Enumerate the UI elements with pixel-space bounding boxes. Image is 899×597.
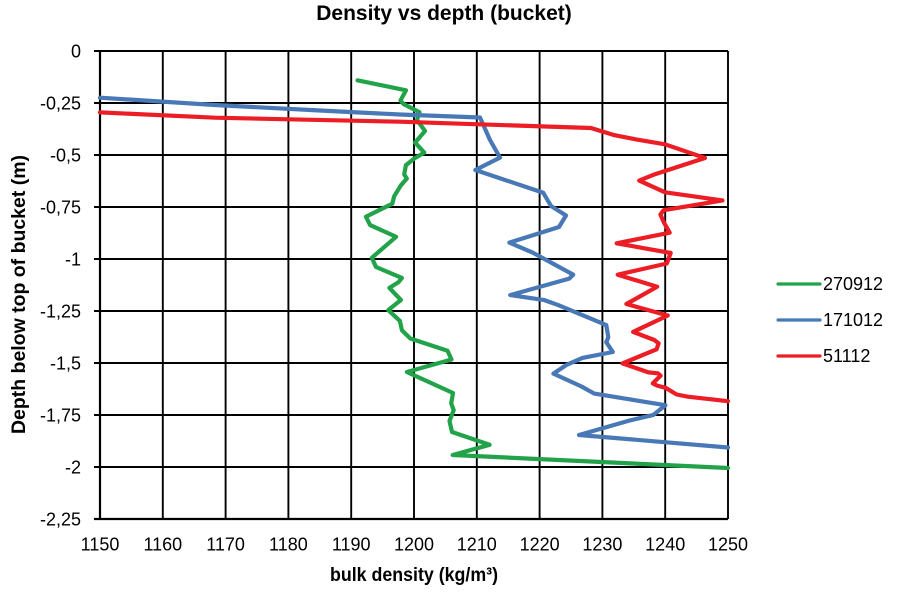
svg-text:171012: 171012 — [823, 310, 883, 330]
svg-text:-1: -1 — [65, 250, 81, 270]
svg-text:1230: 1230 — [582, 535, 622, 555]
svg-text:-2,25: -2,25 — [40, 510, 81, 530]
svg-text:bulk density (kg/m³): bulk density (kg/m³) — [330, 565, 498, 586]
svg-text:-0,25: -0,25 — [40, 94, 81, 114]
svg-text:270912: 270912 — [823, 274, 883, 294]
svg-text:1180: 1180 — [269, 535, 308, 555]
svg-text:1240: 1240 — [645, 535, 685, 555]
svg-text:-0,75: -0,75 — [40, 198, 81, 218]
svg-text:1190: 1190 — [332, 535, 371, 555]
svg-text:1150: 1150 — [81, 535, 120, 555]
svg-text:-1,25: -1,25 — [40, 302, 81, 322]
svg-text:-1,75: -1,75 — [40, 406, 81, 426]
svg-text:-2: -2 — [65, 458, 81, 478]
svg-text:0: 0 — [71, 42, 81, 62]
svg-text:1200: 1200 — [394, 535, 434, 555]
svg-text:-0,5: -0,5 — [50, 146, 81, 166]
svg-text:-1,5: -1,5 — [50, 354, 81, 374]
svg-text:1170: 1170 — [206, 535, 245, 555]
svg-text:51112: 51112 — [823, 346, 870, 366]
svg-text:1160: 1160 — [143, 535, 182, 555]
svg-text:Density vs depth (bucket): Density vs depth (bucket) — [316, 2, 572, 25]
svg-text:1250: 1250 — [708, 535, 748, 555]
svg-text:1210: 1210 — [457, 535, 497, 555]
svg-text:1220: 1220 — [520, 535, 560, 555]
svg-text:Depth below top of bucket (m): Depth below top of bucket (m) — [8, 155, 30, 434]
